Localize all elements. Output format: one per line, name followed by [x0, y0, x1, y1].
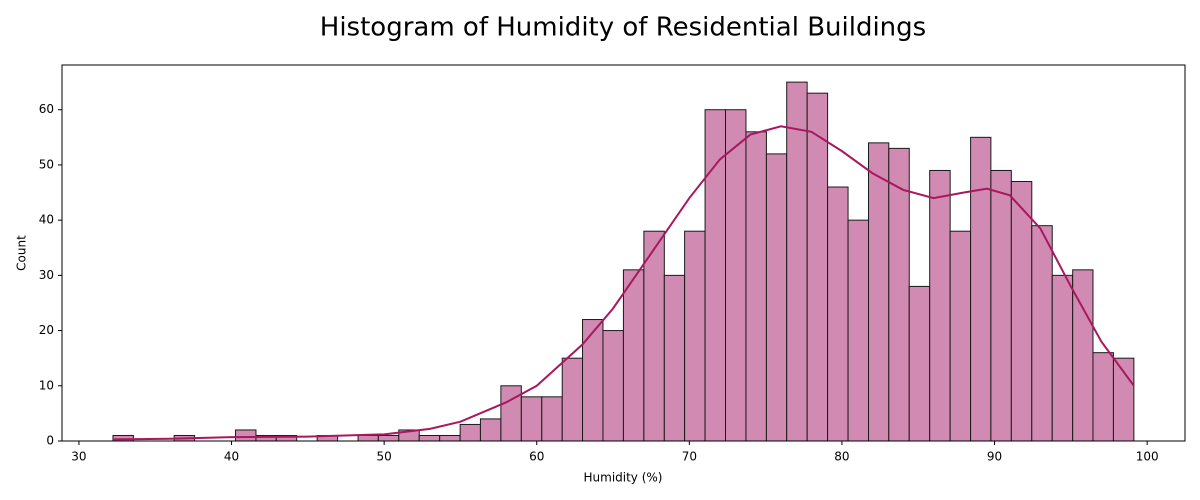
y-tick-label: 0 — [46, 434, 54, 448]
bar — [439, 434, 461, 442]
bar — [888, 147, 910, 442]
y-axis-label: Count — [15, 235, 29, 271]
bar — [541, 396, 563, 442]
x-tick-label: 100 — [1136, 450, 1159, 464]
x-tick-label: 40 — [224, 450, 239, 464]
x-tick-label: 80 — [834, 450, 849, 464]
y-tick-label: 10 — [39, 378, 54, 392]
x-tick-label: 50 — [377, 450, 392, 464]
y-tick-label: 20 — [39, 323, 54, 337]
bar — [643, 230, 665, 442]
bar — [357, 434, 379, 442]
bar — [663, 274, 686, 442]
bar — [684, 230, 706, 442]
bar — [479, 418, 502, 442]
bar — [786, 81, 808, 442]
y-tick-label: 60 — [39, 102, 54, 116]
bar — [908, 285, 931, 442]
bar — [622, 269, 645, 442]
x-tick-label: 60 — [529, 450, 544, 464]
bar — [235, 429, 257, 442]
bar — [500, 385, 522, 442]
bar — [582, 319, 604, 442]
x-tick-label: 70 — [682, 450, 697, 464]
bar — [806, 92, 829, 442]
bar — [970, 136, 992, 442]
kde-line — [112, 125, 1135, 441]
bar — [725, 109, 747, 442]
bar — [929, 169, 951, 442]
x-tick-label: 90 — [987, 450, 1002, 464]
bar — [1092, 352, 1114, 442]
bar — [520, 396, 543, 442]
bar — [459, 423, 481, 442]
bar — [827, 186, 849, 442]
bar — [1051, 274, 1074, 442]
bar — [704, 109, 727, 442]
bar — [1031, 225, 1053, 442]
chart-title: Histogram of Humidity of Residential Bui… — [320, 13, 926, 43]
x-axis-label: Humidity (%) — [584, 471, 663, 485]
bar — [377, 434, 400, 442]
bar — [602, 330, 624, 442]
bar — [745, 131, 767, 442]
bar — [868, 142, 890, 442]
y-tick-label: 40 — [39, 213, 54, 227]
y-tick-label: 30 — [39, 268, 54, 282]
bar — [949, 230, 972, 442]
bar — [990, 169, 1012, 442]
bar — [561, 357, 584, 442]
bar — [847, 219, 870, 442]
bar — [1010, 180, 1033, 442]
y-tick-label: 50 — [39, 157, 54, 171]
bar — [418, 434, 441, 442]
plot-frame — [61, 64, 1186, 442]
bar — [765, 153, 788, 442]
x-tick-label: 30 — [71, 450, 86, 464]
